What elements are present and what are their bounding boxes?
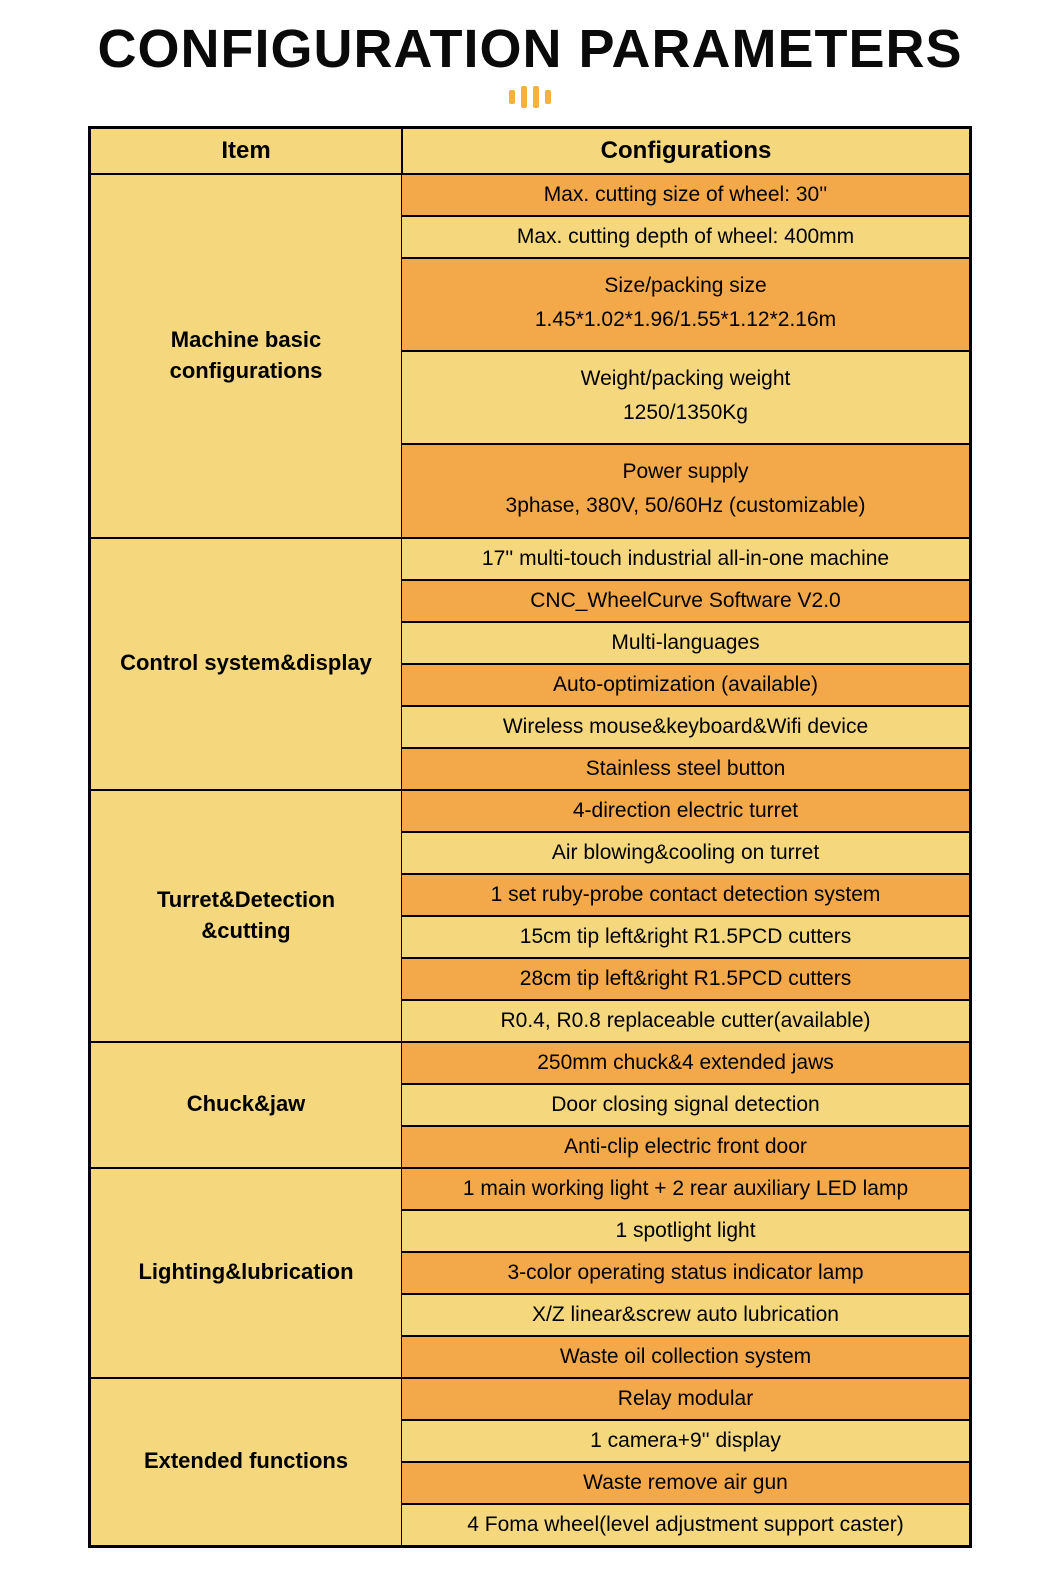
config-cell: Relay modular bbox=[402, 1378, 970, 1420]
config-cell: 1 camera+9'' display bbox=[402, 1420, 970, 1462]
config-table: Item Configurations Machine basic config… bbox=[88, 126, 972, 1548]
category-cell: Machine basic configurations bbox=[90, 174, 402, 538]
config-cell: 1 spotlight light bbox=[402, 1210, 970, 1252]
config-cell: 250mm chuck&4 extended jaws bbox=[402, 1042, 970, 1084]
config-cell: 4-direction electric turret bbox=[402, 790, 970, 832]
category-cell: Control system&display bbox=[90, 538, 402, 790]
config-sub-column: 250mm chuck&4 extended jawsDoor closing … bbox=[402, 1042, 970, 1168]
config-cell: Anti-clip electric front door bbox=[402, 1126, 970, 1168]
header-config: Configurations bbox=[402, 128, 970, 174]
config-sub-column: 4-direction electric turretAir blowing&c… bbox=[402, 790, 970, 1042]
table-section: Machine basic configurationsMax. cutting… bbox=[90, 174, 970, 538]
config-cell: Max. cutting depth of wheel: 400mm bbox=[402, 216, 970, 258]
table-section: Lighting&lubrication1 main working light… bbox=[90, 1168, 970, 1378]
config-cell: Stainless steel button bbox=[402, 748, 970, 790]
category-cell: Chuck&jaw bbox=[90, 1042, 402, 1168]
config-cell: 1 set ruby-probe contact detection syste… bbox=[402, 874, 970, 916]
table-section: Turret&Detection &cutting4-direction ele… bbox=[90, 790, 970, 1042]
config-cell: 17'' multi-touch industrial all-in-one m… bbox=[402, 538, 970, 580]
category-cell: Turret&Detection &cutting bbox=[90, 790, 402, 1042]
table-section: Control system&display17'' multi-touch i… bbox=[90, 538, 970, 790]
config-cell: Waste oil collection system bbox=[402, 1336, 970, 1378]
config-sub-column: 17'' multi-touch industrial all-in-one m… bbox=[402, 538, 970, 790]
config-cell: 1 main working light + 2 rear auxiliary … bbox=[402, 1168, 970, 1210]
category-cell: Lighting&lubrication bbox=[90, 1168, 402, 1378]
config-cell: X/Z linear&screw auto lubrication bbox=[402, 1294, 970, 1336]
config-cell: Door closing signal detection bbox=[402, 1084, 970, 1126]
config-cell: CNC_WheelCurve Software V2.0 bbox=[402, 580, 970, 622]
config-cell: Waste remove air gun bbox=[402, 1462, 970, 1504]
config-cell: Auto-optimization (available) bbox=[402, 664, 970, 706]
config-cell: Multi-languages bbox=[402, 622, 970, 664]
config-cell: Size/packing size 1.45*1.02*1.96/1.55*1.… bbox=[402, 258, 970, 351]
config-cell: R0.4, R0.8 replaceable cutter(available) bbox=[402, 1000, 970, 1042]
config-sub-column: Max. cutting size of wheel: 30''Max. cut… bbox=[402, 174, 970, 538]
page-title: CONFIGURATION PARAMETERS bbox=[0, 0, 1060, 86]
config-cell: 3-color operating status indicator lamp bbox=[402, 1252, 970, 1294]
config-cell: 4 Foma wheel(level adjustment support ca… bbox=[402, 1504, 970, 1546]
config-cell: Air blowing&cooling on turret bbox=[402, 832, 970, 874]
config-cell: Max. cutting size of wheel: 30'' bbox=[402, 174, 970, 216]
table-header-row: Item Configurations bbox=[90, 128, 970, 174]
config-cell: 15cm tip left&right R1.5PCD cutters bbox=[402, 916, 970, 958]
config-cell: Power supply 3phase, 380V, 50/60Hz (cust… bbox=[402, 444, 970, 537]
table-section: Chuck&jaw250mm chuck&4 extended jawsDoor… bbox=[90, 1042, 970, 1168]
config-cell: Wireless mouse&keyboard&Wifi device bbox=[402, 706, 970, 748]
config-cell: Weight/packing weight 1250/1350Kg bbox=[402, 351, 970, 444]
config-sub-column: 1 main working light + 2 rear auxiliary … bbox=[402, 1168, 970, 1378]
title-decoration-icon bbox=[0, 86, 1060, 108]
config-cell: 28cm tip left&right R1.5PCD cutters bbox=[402, 958, 970, 1000]
header-item: Item bbox=[90, 128, 402, 174]
